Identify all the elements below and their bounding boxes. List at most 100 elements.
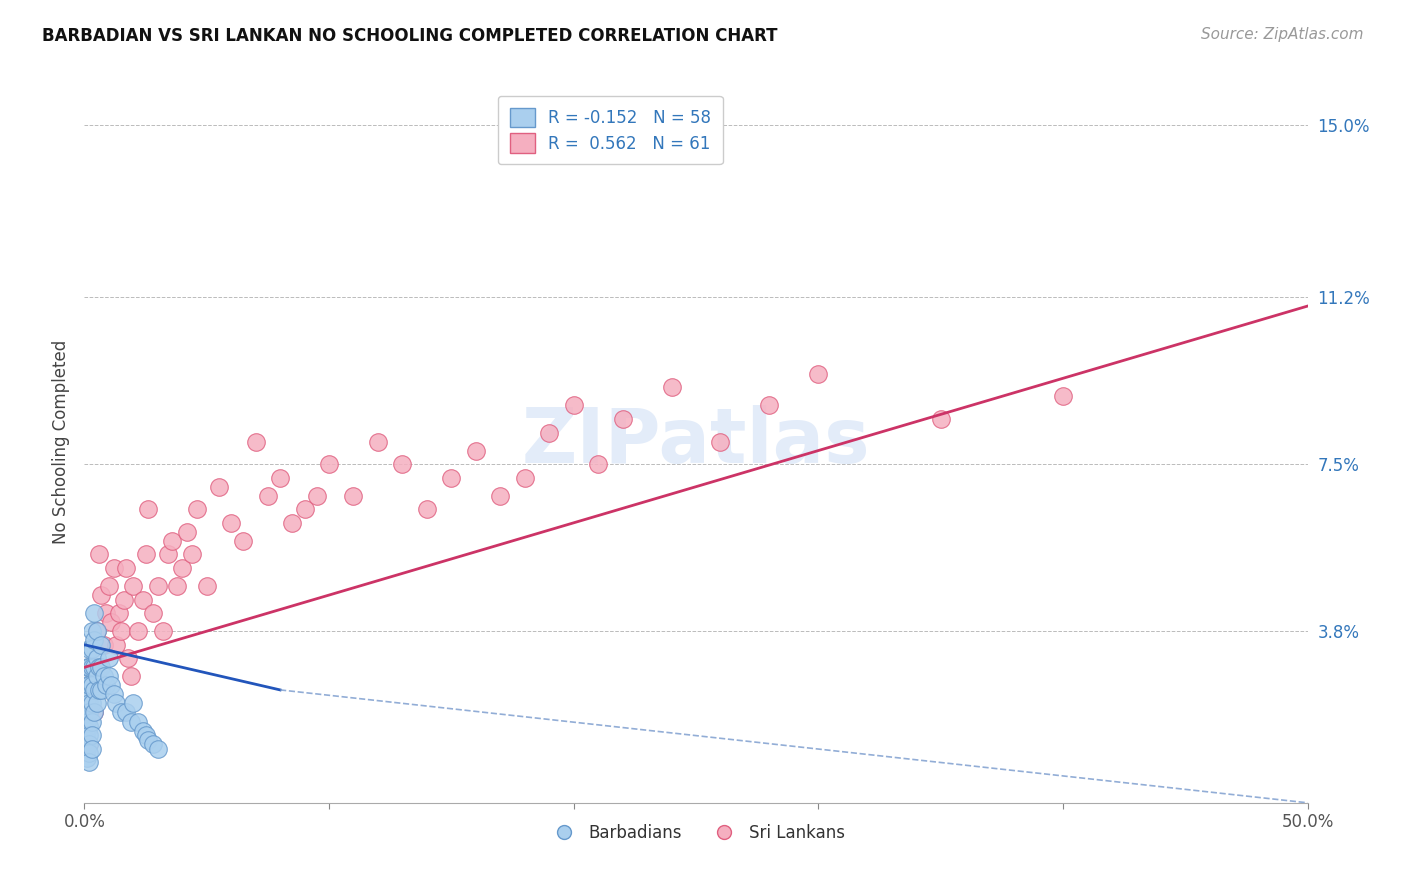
Point bbox=[76, 732, 98, 747]
Point bbox=[103, 561, 125, 575]
Point bbox=[107, 606, 129, 620]
Point bbox=[80, 678, 103, 692]
Point bbox=[83, 682, 105, 697]
Point bbox=[83, 706, 105, 720]
Point bbox=[103, 687, 125, 701]
Point bbox=[245, 434, 267, 449]
Point bbox=[87, 682, 110, 697]
Point bbox=[232, 533, 254, 548]
Point bbox=[135, 548, 157, 562]
Point bbox=[152, 624, 174, 639]
Point bbox=[97, 669, 120, 683]
Point bbox=[513, 471, 536, 485]
Point bbox=[142, 737, 165, 751]
Point bbox=[391, 457, 413, 471]
Point bbox=[83, 706, 105, 720]
Point bbox=[100, 615, 122, 630]
Point bbox=[90, 588, 112, 602]
Point bbox=[117, 651, 139, 665]
Point bbox=[76, 678, 98, 692]
Point bbox=[77, 678, 100, 692]
Point bbox=[416, 502, 439, 516]
Point bbox=[1052, 389, 1074, 403]
Point bbox=[142, 606, 165, 620]
Point bbox=[97, 579, 120, 593]
Point bbox=[127, 714, 149, 729]
Point bbox=[136, 732, 159, 747]
Point bbox=[122, 579, 145, 593]
Point bbox=[77, 737, 100, 751]
Point bbox=[281, 516, 304, 530]
Point bbox=[76, 741, 98, 756]
Point bbox=[76, 714, 98, 729]
Point bbox=[76, 750, 98, 764]
Point bbox=[661, 380, 683, 394]
Point bbox=[86, 669, 108, 683]
Point bbox=[132, 592, 155, 607]
Point bbox=[758, 398, 780, 412]
Point bbox=[90, 682, 112, 697]
Point bbox=[112, 592, 135, 607]
Point bbox=[367, 434, 389, 449]
Point bbox=[166, 579, 188, 593]
Point bbox=[86, 624, 108, 639]
Text: ZIPatlas: ZIPatlas bbox=[522, 405, 870, 478]
Point bbox=[83, 606, 105, 620]
Point bbox=[87, 660, 110, 674]
Point bbox=[305, 489, 328, 503]
Point bbox=[132, 723, 155, 738]
Point bbox=[77, 746, 100, 760]
Legend: Barbadians, Sri Lankans: Barbadians, Sri Lankans bbox=[540, 817, 852, 848]
Point bbox=[96, 678, 118, 692]
Point bbox=[709, 434, 731, 449]
Point bbox=[105, 697, 128, 711]
Point bbox=[93, 638, 115, 652]
Point bbox=[807, 367, 830, 381]
Point bbox=[80, 728, 103, 742]
Point bbox=[489, 489, 512, 503]
Point bbox=[86, 624, 108, 639]
Point bbox=[76, 706, 98, 720]
Point bbox=[80, 714, 103, 729]
Point bbox=[100, 678, 122, 692]
Point bbox=[83, 660, 105, 674]
Point bbox=[929, 412, 952, 426]
Point bbox=[77, 642, 100, 657]
Point bbox=[87, 548, 110, 562]
Point bbox=[136, 502, 159, 516]
Point bbox=[96, 606, 118, 620]
Point bbox=[86, 697, 108, 711]
Point bbox=[208, 480, 231, 494]
Point bbox=[115, 706, 138, 720]
Point bbox=[269, 471, 291, 485]
Text: Source: ZipAtlas.com: Source: ZipAtlas.com bbox=[1201, 27, 1364, 42]
Point bbox=[90, 638, 112, 652]
Point bbox=[76, 692, 98, 706]
Point bbox=[294, 502, 316, 516]
Point bbox=[176, 524, 198, 539]
Point bbox=[93, 669, 115, 683]
Point bbox=[122, 697, 145, 711]
Point bbox=[120, 669, 142, 683]
Point bbox=[156, 548, 179, 562]
Point bbox=[80, 660, 103, 674]
Point bbox=[80, 741, 103, 756]
Point bbox=[586, 457, 609, 471]
Point bbox=[562, 398, 585, 412]
Point bbox=[318, 457, 340, 471]
Point bbox=[195, 579, 218, 593]
Text: BARBADIAN VS SRI LANKAN NO SCHOOLING COMPLETED CORRELATION CHART: BARBADIAN VS SRI LANKAN NO SCHOOLING COM… bbox=[42, 27, 778, 45]
Point bbox=[342, 489, 364, 503]
Point bbox=[115, 561, 138, 575]
Point bbox=[105, 638, 128, 652]
Point bbox=[257, 489, 280, 503]
Point bbox=[162, 533, 184, 548]
Point bbox=[77, 706, 100, 720]
Point bbox=[110, 624, 132, 639]
Point bbox=[77, 737, 100, 751]
Point bbox=[612, 412, 634, 426]
Point bbox=[440, 471, 463, 485]
Point bbox=[146, 579, 169, 593]
Point bbox=[464, 443, 486, 458]
Point bbox=[77, 697, 100, 711]
